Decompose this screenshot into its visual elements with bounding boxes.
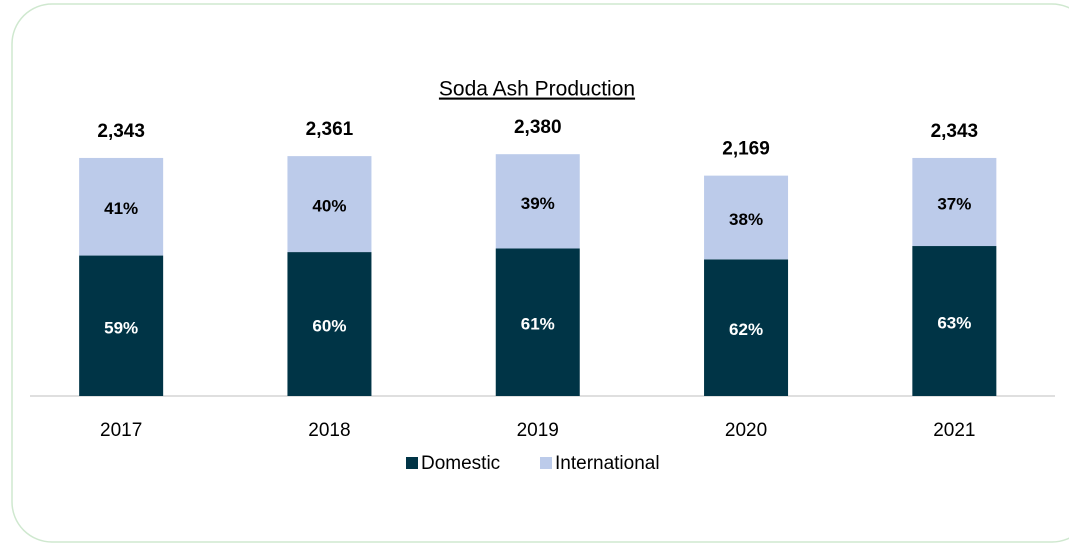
bar-segment xyxy=(79,157,164,256)
bar-segment xyxy=(704,259,789,396)
legend-swatch xyxy=(540,457,552,469)
bar-segment xyxy=(912,246,997,396)
bar-segment xyxy=(495,248,580,396)
data-label: 40% xyxy=(312,197,346,216)
data-label: 41% xyxy=(104,199,138,218)
bar-segment xyxy=(704,175,789,260)
bar-segment xyxy=(287,252,372,396)
total-label: 2,343 xyxy=(97,121,145,142)
bar-segment xyxy=(495,154,580,249)
total-label: 2,361 xyxy=(306,119,354,140)
data-label: 37% xyxy=(937,194,971,213)
data-label: 38% xyxy=(729,210,763,229)
bar-segment xyxy=(287,156,372,253)
bar-segment xyxy=(912,157,997,247)
x-tick-label: 2018 xyxy=(308,420,350,441)
x-tick-label: 2019 xyxy=(517,420,559,441)
x-tick-label: 2017 xyxy=(100,420,142,441)
x-tick-label: 2020 xyxy=(725,420,767,441)
legend-label: International xyxy=(555,453,660,474)
data-label: 59% xyxy=(104,318,138,337)
data-label: 60% xyxy=(312,317,346,336)
x-tick-label: 2021 xyxy=(933,420,975,441)
total-label: 2,169 xyxy=(722,139,770,160)
chart-title: Soda Ash Production xyxy=(439,78,635,101)
legend-label: Domestic xyxy=(421,453,500,474)
data-label: 62% xyxy=(729,320,763,339)
data-label: 63% xyxy=(937,313,971,332)
total-label: 2,380 xyxy=(514,117,562,138)
bar-segment xyxy=(79,255,164,396)
data-label: 61% xyxy=(521,315,555,334)
total-label: 2,343 xyxy=(931,121,979,142)
data-label: 39% xyxy=(521,194,555,213)
legend-swatch xyxy=(406,457,418,469)
